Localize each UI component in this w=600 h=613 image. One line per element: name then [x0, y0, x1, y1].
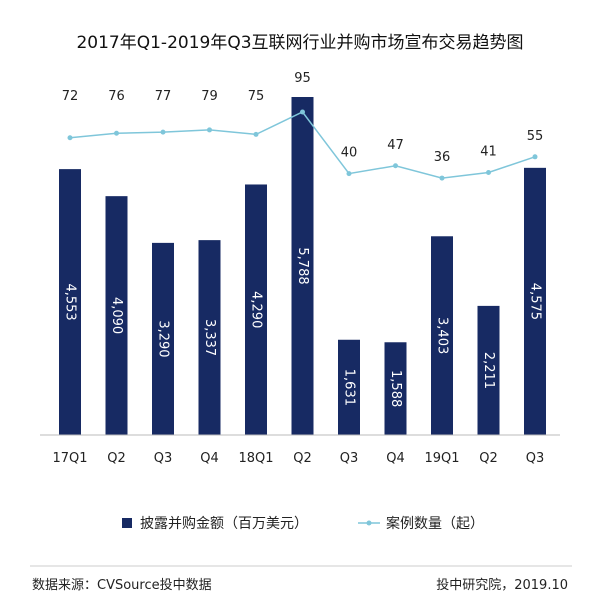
x-tick-label: Q3: [340, 451, 359, 466]
bar: [338, 339, 360, 435]
line-point: [253, 131, 259, 137]
bar: [291, 97, 314, 435]
line-point: [486, 169, 491, 175]
line-value-label: 36: [434, 150, 451, 165]
bar-value-label: 2,211: [481, 352, 496, 389]
x-tick-label: 17Q1: [52, 451, 87, 466]
line-value-label: 75: [248, 89, 265, 104]
bar-value-label: 4,553: [63, 283, 78, 320]
x-tick-label: 19Q1: [424, 451, 459, 466]
bar: [524, 167, 546, 435]
bar-value-label: 3,337: [202, 319, 217, 356]
bar-value-label: 1,588: [388, 370, 403, 407]
bar: [59, 169, 81, 435]
x-tick-label: Q4: [386, 451, 405, 466]
line-point: [207, 127, 212, 133]
line-value-label: 76: [108, 89, 125, 104]
x-tick-label: Q3: [526, 451, 545, 466]
bar-value-label: 1,631: [342, 369, 357, 406]
line-value-label: 40: [341, 146, 358, 161]
data-source: 数据来源：CVSource投中数据: [32, 578, 212, 593]
legend-line-label: 案例数量（起）: [386, 515, 484, 532]
bar-value-label: 5,788: [295, 247, 310, 284]
legend-bar-label: 披露并购金额（百万美元）: [140, 516, 308, 532]
x-tick-label: Q2: [107, 451, 126, 466]
x-tick-label: Q4: [200, 451, 219, 466]
x-tick-label: 18Q1: [238, 451, 273, 466]
x-tick-label: Q2: [479, 451, 498, 466]
chart-title: 2017年Q1-2019年Q3互联网行业并购市场宣布交易趋势图: [76, 33, 523, 53]
legend-line-marker: [366, 520, 372, 526]
line-value-label: 41: [480, 144, 497, 159]
bar: [477, 305, 500, 435]
line-value-label: 72: [62, 89, 79, 104]
bar-value-label: 3,290: [156, 320, 171, 357]
bar: [431, 236, 453, 435]
line-point: [160, 129, 166, 135]
line-point: [67, 135, 73, 141]
bar-value-label: 4,575: [528, 283, 543, 320]
bar: [384, 342, 407, 435]
line-value-label: 95: [294, 71, 311, 86]
bar: [198, 240, 221, 435]
line-value-label: 77: [155, 89, 172, 104]
line-point: [532, 154, 538, 160]
line-value-label: 47: [387, 138, 404, 153]
credit: 投中研究院，2019.10: [436, 578, 568, 593]
line-value-label: 55: [527, 129, 544, 144]
line-value-label: 79: [201, 89, 218, 104]
bar: [152, 242, 174, 435]
line-point: [393, 163, 398, 169]
line-point: [114, 130, 119, 136]
legend-bar-swatch: [122, 518, 132, 528]
bar-value-label: 3,403: [435, 317, 450, 354]
line-point: [300, 109, 305, 115]
bar-value-label: 4,290: [249, 291, 264, 328]
x-tick-label: Q2: [293, 451, 312, 466]
bar-value-label: 4,090: [109, 297, 124, 334]
bar: [105, 196, 128, 435]
line-point: [439, 175, 445, 181]
x-tick-label: Q3: [154, 451, 173, 466]
bar: [245, 184, 267, 435]
line-point: [346, 171, 352, 177]
